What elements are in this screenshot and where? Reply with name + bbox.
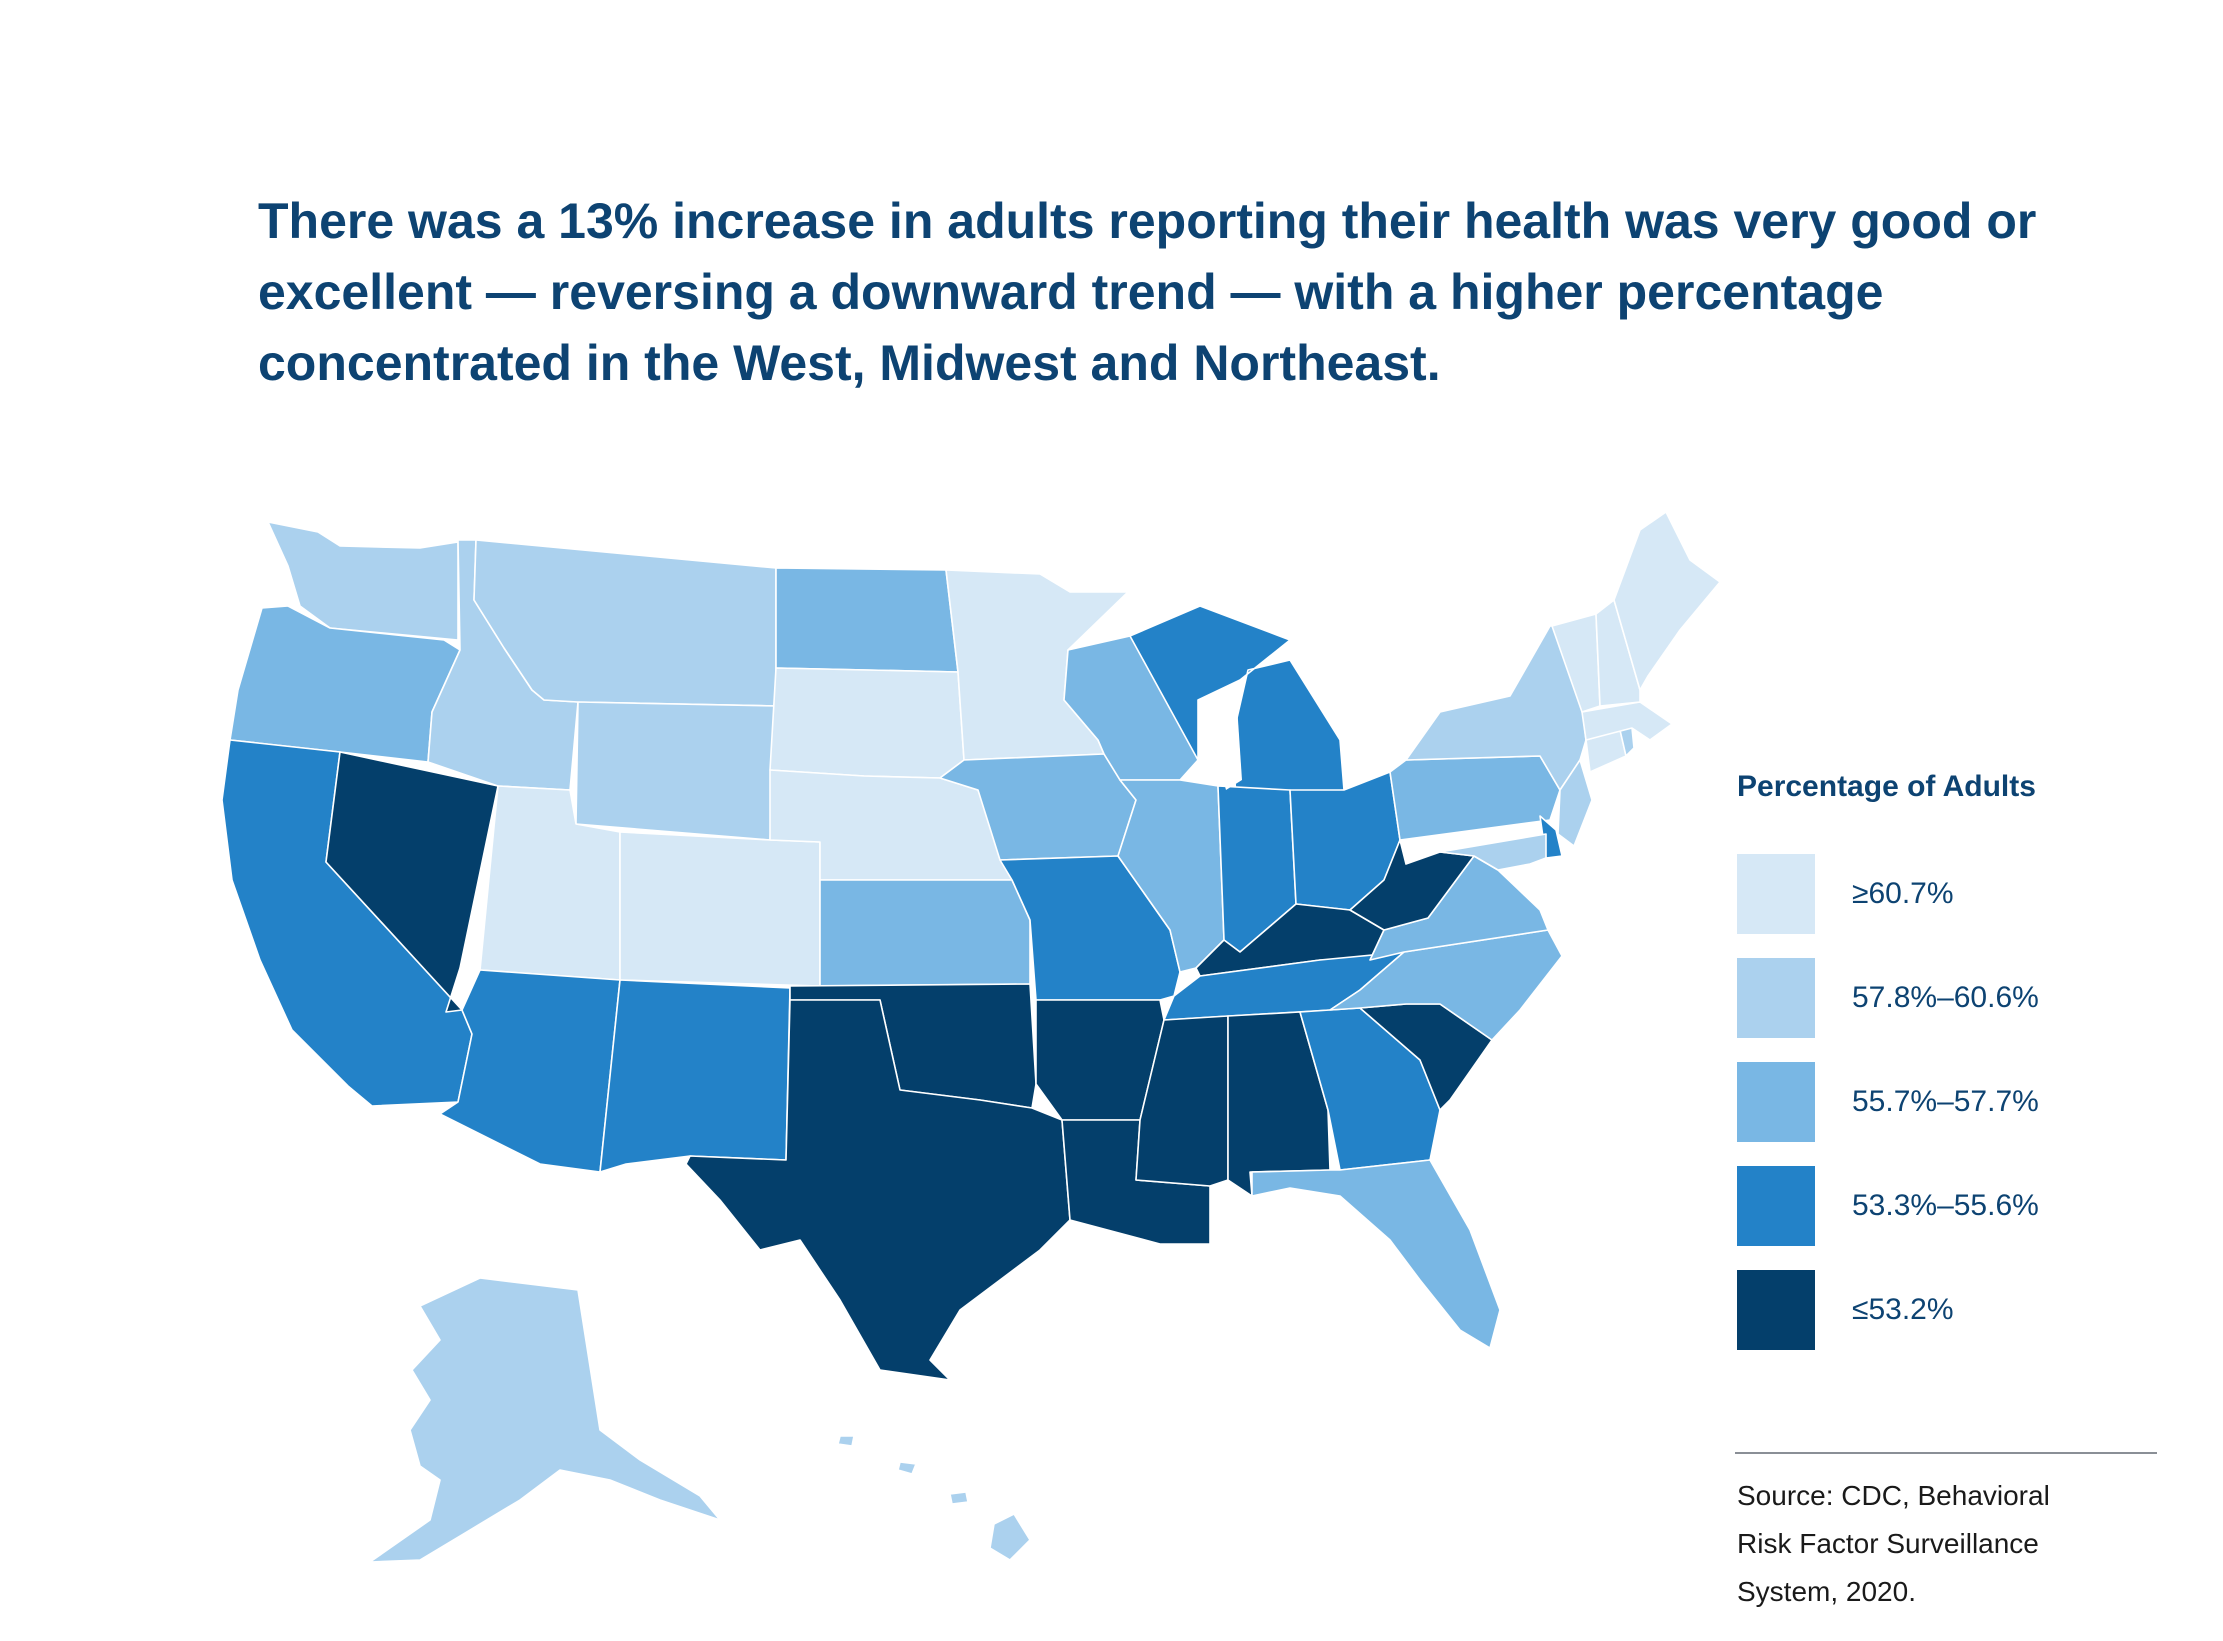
legend-label: 57.8%–60.6% bbox=[1852, 981, 2039, 1014]
state-colorado bbox=[619, 831, 821, 987]
state-new-mexico bbox=[599, 979, 791, 1173]
state-pennsylvania bbox=[1389, 755, 1561, 841]
legend-item: 57.8%–60.6% bbox=[1737, 958, 2157, 1038]
state-illinois bbox=[1117, 779, 1225, 973]
state-texas bbox=[685, 999, 1071, 1381]
state-hawaii bbox=[837, 1435, 1031, 1561]
state-north-dakota bbox=[775, 567, 959, 673]
legend-label: 53.3%–55.6% bbox=[1852, 1189, 2039, 1222]
source-line: Source: CDC, Behavioral bbox=[1737, 1480, 2050, 1511]
state-maryland bbox=[1439, 833, 1547, 871]
legend: Percentage of Adults ≥60.7% 57.8%–60.6% … bbox=[1737, 770, 2157, 1374]
state-new-hampshire bbox=[1595, 599, 1641, 707]
legend-title: Percentage of Adults bbox=[1737, 770, 2036, 803]
state-south-dakota bbox=[769, 667, 965, 779]
legend-item: 53.3%–55.6% bbox=[1737, 1166, 2157, 1246]
legend-swatch bbox=[1737, 1062, 1815, 1142]
state-arizona bbox=[439, 969, 621, 1173]
state-alaska bbox=[369, 1277, 721, 1563]
state-kansas bbox=[819, 879, 1031, 987]
legend-item: ≤53.2% bbox=[1737, 1270, 2157, 1350]
source-note: Source: CDC, Behavioral Risk Factor Surv… bbox=[1737, 1472, 2157, 1616]
state-maine bbox=[1613, 511, 1721, 691]
legend-swatch bbox=[1737, 958, 1815, 1038]
divider bbox=[1735, 1452, 2157, 1454]
legend-swatch bbox=[1737, 1270, 1815, 1350]
legend-label: ≤53.2% bbox=[1852, 1293, 1954, 1326]
headline: There was a 13% increase in adults repor… bbox=[258, 193, 2037, 391]
state-north-carolina bbox=[1329, 929, 1563, 1041]
legend-swatch bbox=[1737, 1166, 1815, 1246]
source-line: Risk Factor Surveillance bbox=[1737, 1528, 2039, 1559]
state-wyoming bbox=[575, 701, 777, 841]
legend-label: ≥60.7% bbox=[1852, 877, 1954, 910]
source-line: System, 2020. bbox=[1737, 1576, 1916, 1607]
state-washington bbox=[267, 521, 459, 641]
legend-label: 55.7%–57.7% bbox=[1852, 1085, 2039, 1118]
legend-item: 55.7%–57.7% bbox=[1737, 1062, 2157, 1142]
state-florida bbox=[1251, 1159, 1501, 1349]
legend-item: ≥60.7% bbox=[1737, 854, 2157, 934]
state-new-jersey bbox=[1557, 759, 1593, 847]
legend-swatch bbox=[1737, 854, 1815, 934]
